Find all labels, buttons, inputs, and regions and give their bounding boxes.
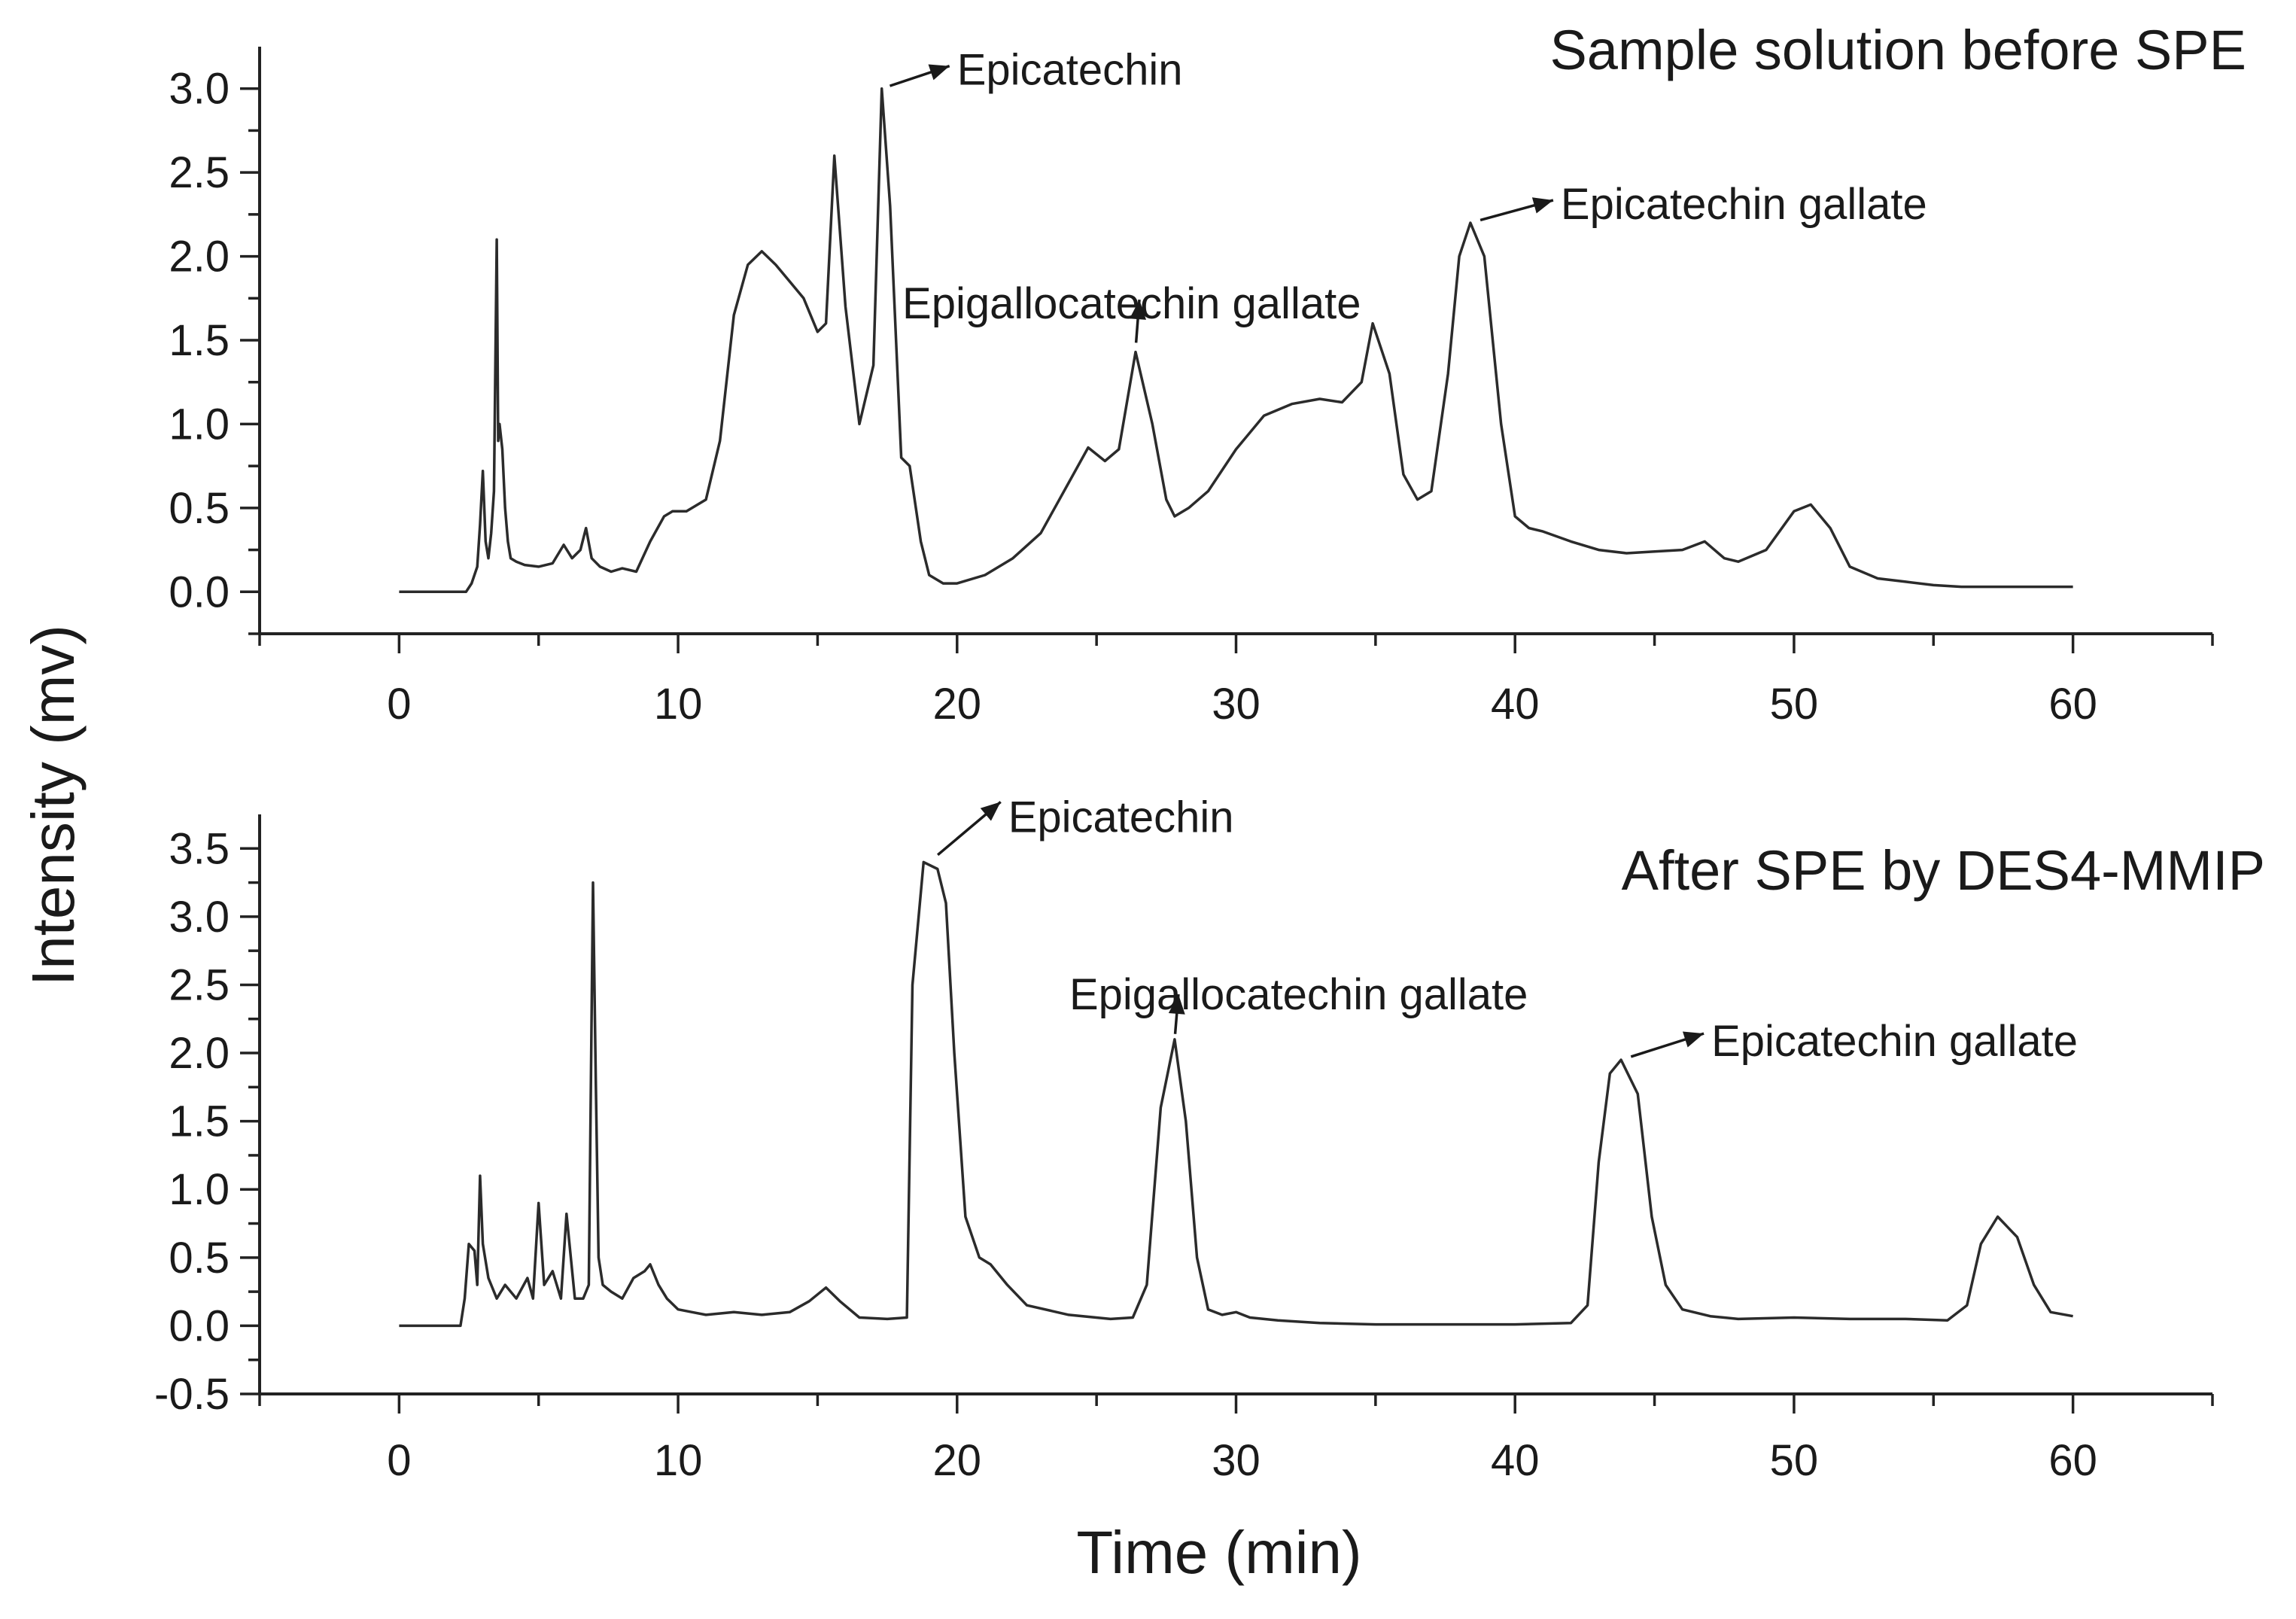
x-tick-label: 20 (933, 680, 982, 729)
x-tick-label: 50 (1770, 1436, 1819, 1485)
x-tick-label: 30 (1212, 1436, 1261, 1485)
annotation-arrowhead (928, 64, 950, 81)
y-tick-label: 0.5 (169, 1234, 230, 1283)
y-tick-label: 1.0 (169, 1165, 230, 1214)
y-tick-label: -0.5 (154, 1370, 230, 1419)
annotation-arrowhead (1130, 300, 1147, 320)
peak-label: Epicatechin gallate (1561, 180, 1927, 229)
x-tick-label: 50 (1770, 680, 1819, 729)
y-tick-label: 2.5 (169, 960, 230, 1009)
peak-label: Epicatechin gallate (1711, 1017, 2078, 1066)
panel-title: Sample solution before SPE (1549, 19, 2246, 81)
y-axis-label: Intensity (mv) (20, 625, 87, 986)
x-tick-label: 60 (2048, 680, 2097, 729)
chromatogram-trace (399, 860, 2073, 1328)
x-tick-label: 0 (387, 1436, 411, 1485)
annotation-arrowhead (980, 802, 1001, 821)
y-tick-label: 0.0 (169, 568, 230, 616)
y-tick-label: 3.5 (169, 824, 230, 873)
y-tick-label: 3.0 (169, 65, 230, 114)
y-tick-label: 0.5 (169, 484, 230, 533)
annotation-arrowhead (1682, 1031, 1705, 1048)
peak-label: Epigallocatechin gallate (902, 279, 1361, 328)
y-tick-label: 2.0 (169, 1029, 230, 1078)
x-tick-label: 30 (1212, 680, 1261, 729)
peak-label: Epigallocatechin gallate (1069, 970, 1528, 1019)
y-tick-label: 0.0 (169, 1301, 230, 1350)
x-tick-label: 40 (1491, 680, 1540, 729)
peak-label: Epicatechin (957, 46, 1183, 95)
x-tick-label: 0 (387, 680, 411, 729)
x-tick-label: 40 (1491, 1436, 1540, 1485)
y-tick-label: 3.0 (169, 893, 230, 942)
peak-label: Epicatechin (1008, 793, 1234, 841)
panel-before-spe: 0 10 20 30 40 50 60 0.0 0.5 1.0 1.5 2.0 2.5 3.0 Sample… (169, 19, 2246, 729)
x-tick-label: 10 (654, 680, 703, 729)
y-tick-label: 1.5 (169, 1097, 230, 1146)
chromatogram-trace (399, 87, 2073, 594)
annotation-arrowhead (1168, 994, 1185, 1015)
x-axis-label: Time (min) (1076, 1519, 1361, 1586)
panel-title: After SPE by DES4-MMIP (1622, 839, 2265, 902)
y-tick-label: 2.5 (169, 148, 230, 197)
x-tick-label: 60 (2048, 1436, 2097, 1485)
x-tick-label: 10 (654, 1436, 703, 1485)
y-tick-label: 1.5 (169, 316, 230, 365)
x-tick-label: 20 (933, 1436, 982, 1485)
annotation-arrowhead (1531, 197, 1553, 214)
y-tick-label: 1.0 (169, 400, 230, 449)
y-tick-label: 2.0 (169, 233, 230, 281)
panel-after-spe: 0 10 20 30 40 50 60 -0.5 0.0 0.5 1.0 1.5 2.0 2.5 3.0 3.… (154, 793, 2265, 1485)
